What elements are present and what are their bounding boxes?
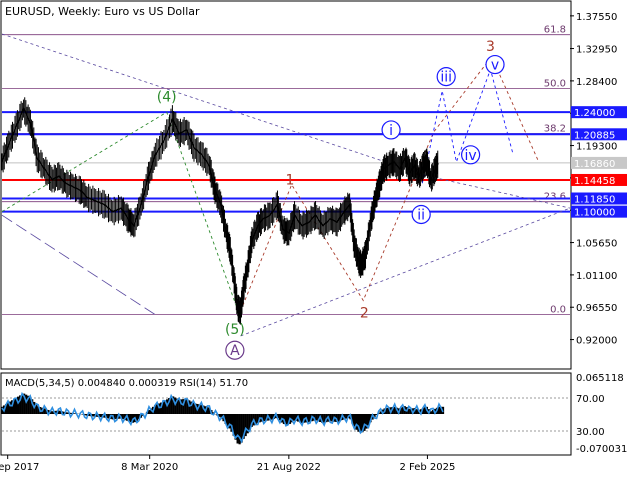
price-level-badge (571, 156, 627, 169)
wave-label-circle (461, 145, 481, 165)
fib-level-label: 50.0 (544, 78, 566, 89)
price-level-label: 1.14458 (574, 176, 615, 187)
y-tick-label: 0.96550 (576, 303, 617, 314)
wave-label: 1 (286, 173, 295, 189)
trend-line (240, 207, 571, 337)
wave-label: ii (417, 207, 425, 223)
wave-label-circle (436, 67, 456, 87)
y-tick-label: 1.28400 (576, 77, 617, 88)
price-level-badge (571, 106, 627, 119)
x-tick-label: 8 Mar 2020 (121, 462, 178, 473)
y-tick-label: 1.05650 (576, 239, 617, 250)
fib-level-label: 23.6 (544, 192, 566, 203)
chart-title: EURUSD, Weekly: Euro vs US Dollar (5, 5, 200, 18)
y-tick-label: 1.37550 (576, 12, 617, 23)
rsi-line (1, 391, 444, 444)
wave-label: i (389, 123, 393, 139)
y-tick-label: 1.01100 (576, 271, 617, 282)
trend-line (427, 175, 571, 209)
fib-level-label: 61.8 (544, 25, 566, 36)
wave-label-circle (381, 120, 401, 140)
indicator-axis-label: -0.070031 (576, 444, 627, 455)
price-level-label: 1.11850 (574, 195, 615, 206)
price-level-badge (571, 128, 627, 141)
wave-label: (4) (157, 90, 177, 106)
wave-label: 3 (486, 39, 495, 55)
wave-path-blue (421, 68, 514, 184)
trend-line (1, 214, 156, 316)
price-level-badge (571, 192, 627, 205)
price-level-badge (571, 173, 627, 186)
wave-label: iii (440, 70, 452, 86)
fib-level-label: 0.0 (550, 304, 566, 315)
fib-level-label: 38.2 (544, 123, 566, 134)
trend-line (1, 33, 429, 177)
price-level-label: 1.10000 (574, 208, 615, 219)
x-tick-label: 2 Feb 2025 (399, 462, 455, 473)
y-tick-label: 1.32950 (576, 45, 617, 56)
wave-path-green (1, 111, 240, 315)
wave-label-circle (411, 204, 431, 225)
indicator-axis-label: 70.00 (576, 394, 605, 405)
indicator-title: MACD(5,34,5) 0.004840 0.000319 RSI(14) 5… (5, 378, 248, 389)
indicator-axis-label: 30.00 (576, 427, 605, 438)
wave-label-circle (485, 54, 505, 75)
indicator-axis-label: 0.065118 (576, 373, 624, 384)
x-tick-label: 21 Aug 2022 (257, 462, 321, 473)
price-level-badge (571, 205, 627, 218)
wave-label: (5) (225, 322, 245, 338)
wave-label: A (230, 343, 240, 359)
x-tick-label: 24 Sep 2017 (0, 462, 39, 473)
wave-label: iv (465, 148, 477, 164)
wave-label: v (491, 58, 499, 74)
price-level-label: 1.20885 (574, 130, 615, 141)
y-tick-label: 0.92000 (576, 336, 617, 347)
wave-label: 2 (360, 306, 369, 322)
y-tick-label: 1.19300 (576, 142, 617, 153)
price-level-label: 1.24000 (574, 108, 615, 119)
wave-label-circle (225, 340, 245, 360)
price-level-label: 1.16860 (574, 159, 615, 170)
